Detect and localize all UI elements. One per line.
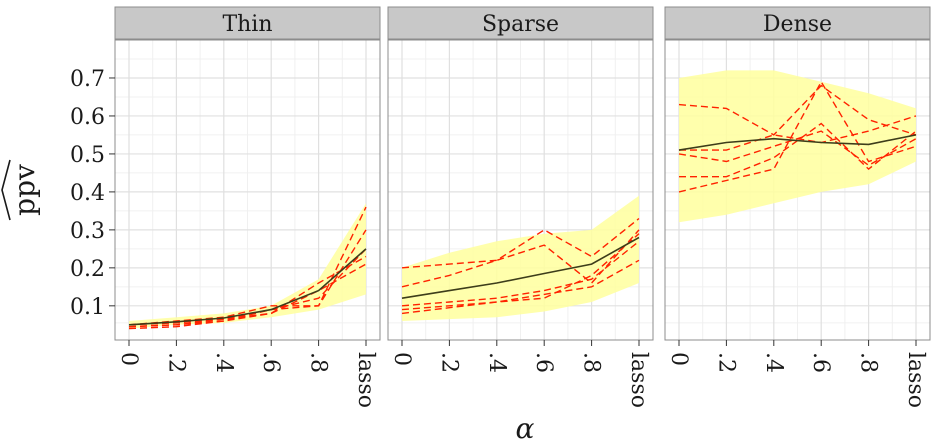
- y-axis-title-group: ppv: [1, 159, 41, 221]
- strip-background: [114, 6, 381, 40]
- axis-titles: α ppv: [1, 159, 535, 445]
- run-line-2: [128, 248, 367, 326]
- y-axis-title-hat: [1, 159, 11, 221]
- x-tick-label: .4: [484, 352, 509, 373]
- run-line-1: [401, 217, 640, 269]
- y-tick-label: 0.6: [70, 105, 105, 130]
- y-axis: 0.1 0.2 0.3 0.4 0.5 0.6 0.7: [70, 67, 115, 320]
- x-tick-label: .6: [808, 352, 833, 373]
- y-tick-label: 0.4: [70, 181, 105, 206]
- y-tick-label: 0.3: [70, 219, 105, 244]
- mean-line: [678, 134, 917, 151]
- x-axis-title: α: [516, 412, 535, 445]
- run-line-2: [401, 229, 640, 288]
- x-tick-label: lasso: [626, 352, 651, 408]
- panel-frame: [387, 39, 654, 341]
- panel-sparse: Sparse: [387, 6, 654, 341]
- x-tick-label: .2: [163, 352, 188, 373]
- band-area: [402, 195, 639, 321]
- panels-layer: Thin Sparse Dense: [114, 6, 931, 341]
- panel-frame: [114, 39, 381, 341]
- strip-label: Thin: [222, 12, 272, 37]
- mean-line: [128, 248, 367, 326]
- y-tick-label: 0.1: [70, 295, 105, 320]
- x-tick-label: .2: [713, 352, 738, 373]
- x-tick-label: 0: [666, 352, 691, 366]
- x-tick-label: .8: [306, 352, 331, 373]
- run-line-1: [678, 84, 917, 136]
- y-tick-label: 0.2: [70, 257, 105, 282]
- mean-line: [401, 236, 640, 299]
- band-area: [129, 203, 366, 329]
- strip-label: Dense: [763, 12, 832, 37]
- run-line-4: [401, 259, 640, 315]
- x-tick-label: .6: [531, 352, 556, 373]
- x-tick-label: .4: [761, 352, 786, 373]
- x-tick-label: lasso: [903, 352, 928, 408]
- run-line-3: [128, 255, 367, 330]
- run-line-3: [401, 240, 640, 307]
- strip-background: [387, 6, 654, 40]
- x-tick-label: lasso: [353, 352, 378, 408]
- y-tick-label: 0.7: [70, 67, 105, 92]
- x-tick-label: 0: [116, 352, 141, 366]
- band-area: [679, 70, 916, 223]
- strip-label: Sparse: [482, 12, 559, 37]
- x-tick-label: .6: [258, 352, 283, 373]
- panel-frame: [664, 39, 931, 341]
- x-tick-label: 0: [389, 352, 414, 366]
- x-tick-label: .8: [856, 352, 881, 373]
- run-line-5: [678, 130, 917, 167]
- x-tick-label: .8: [579, 352, 604, 373]
- strip-background: [664, 6, 931, 40]
- run-line-4: [678, 80, 917, 193]
- x-axis: 0 .2 .4 .6 .8 lasso 0 .2 .4 .6 .8 lasso 0 .2 .4 .6 .8 las…: [116, 340, 928, 408]
- panel-thin: Thin: [114, 6, 381, 341]
- panel-dense: Dense: [664, 6, 931, 341]
- x-tick-label: .2: [436, 352, 461, 373]
- x-tick-label: .4: [211, 352, 236, 373]
- run-line-5: [128, 263, 367, 328]
- y-tick-label: 0.5: [70, 143, 105, 168]
- run-line-5: [401, 233, 640, 311]
- y-axis-title: ppv: [8, 164, 41, 216]
